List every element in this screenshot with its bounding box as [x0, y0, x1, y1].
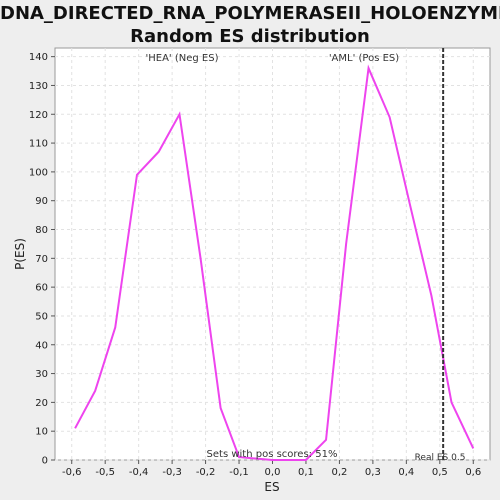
x-tick-label: -0,5 [95, 467, 115, 478]
y-tick-label: 50 [35, 311, 48, 322]
x-tick-label: -0,2 [196, 467, 216, 478]
x-tick-label: 0,1 [298, 467, 314, 478]
series-line [74, 64, 475, 461]
y-tick-label: 90 [35, 196, 48, 207]
x-tick-label: -0,6 [62, 467, 82, 478]
y-tick-label: 80 [35, 225, 48, 236]
y-axis: 0 10 20 30 40 50 60 70 80 90 100 110 120 130 140 [29, 52, 55, 467]
x-tick-label: 0,4 [398, 467, 414, 478]
x-axis-label: ES [264, 480, 279, 494]
x-tick-label: 0,2 [331, 467, 347, 478]
y-tick-label: 110 [29, 139, 48, 150]
y-tick-label: 0 [42, 456, 48, 467]
y-tick-label: 30 [35, 369, 48, 380]
x-tick-label: 0,6 [465, 467, 481, 478]
y-axis-label: P(ES) [13, 238, 27, 270]
y-tick-label: 40 [35, 340, 48, 351]
grid [55, 48, 490, 461]
x-tick-label: -0,1 [229, 467, 249, 478]
neg-es-label: 'HEA' (Neg ES) [146, 53, 219, 64]
y-tick-label: 130 [29, 81, 48, 92]
x-tick-label: 0,0 [265, 467, 281, 478]
pos-es-label: 'AML' (Pos ES) [329, 53, 399, 64]
real-es-label: Real ES 0.5 [415, 453, 466, 463]
chart-title: DNA_DIRECTED_RNA_POLYMERASEII_HOLOENZYME… [0, 2, 500, 48]
x-tick-label: -0,4 [129, 467, 149, 478]
y-tick-label: 20 [35, 398, 48, 409]
y-tick-label: 140 [29, 52, 48, 63]
x-tick-label: 0,3 [365, 467, 381, 478]
y-tick-label: 120 [29, 110, 48, 121]
y-tick-label: 100 [29, 167, 48, 178]
y-tick-label: 10 [35, 427, 48, 438]
y-tick-label: 60 [35, 283, 48, 294]
x-tick-label: 0,5 [432, 467, 448, 478]
chart-title-line-1: DNA_DIRECTED_RNA_POLYMERASEII_HOLOENZYME… [0, 3, 500, 24]
chart-title-line-2: Random ES distribution [130, 26, 370, 47]
pos-scores-label: Sets with pos scores: 51% [207, 449, 338, 460]
x-axis: -0,6 -0,5 -0,4 -0,3 -0,2 -0,1 0,0 0,1 0,2 0,3 0,4 0… [62, 460, 481, 478]
x-tick-label: -0,3 [162, 467, 182, 478]
y-tick-label: 70 [35, 254, 48, 265]
